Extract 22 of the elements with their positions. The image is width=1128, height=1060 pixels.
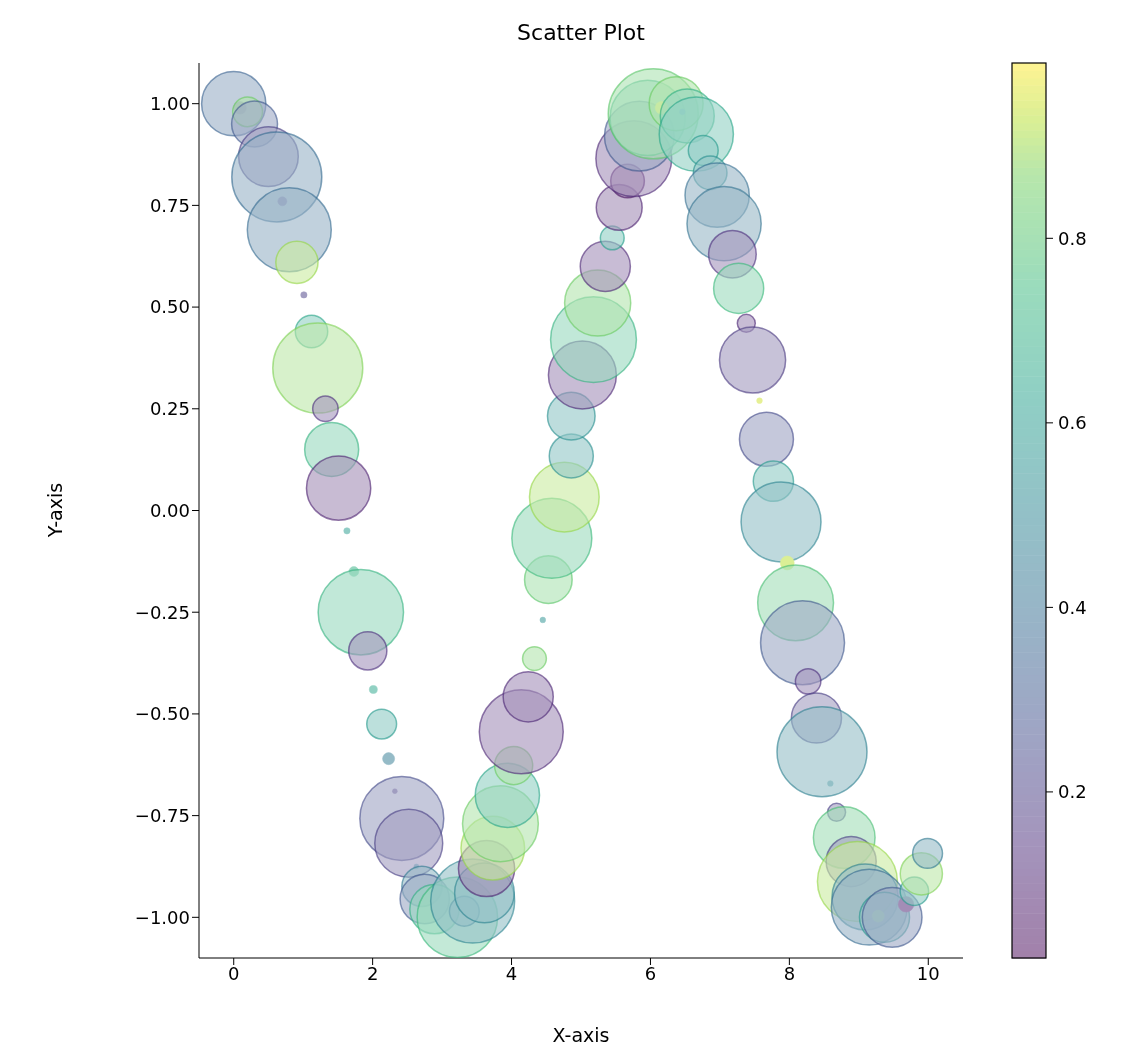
y-tick-label: 0.50: [149, 296, 190, 318]
x-tick-label: 2: [366, 962, 379, 984]
y-tick-label: −0.50: [134, 703, 190, 725]
y-tick-label: 0.25: [149, 398, 190, 420]
y-tick-label: −0.75: [134, 805, 190, 826]
color-bar-label: 0.6: [1058, 412, 1087, 434]
y-tick-label: −0.25: [134, 601, 190, 623]
x-tick-label: 8: [783, 962, 796, 984]
y-axis-title: Y-axis: [44, 481, 66, 539]
x-axis-title: X-axis: [551, 1024, 611, 1046]
y-tick-label: 0.00: [149, 499, 190, 521]
x-tick-label: 4: [505, 962, 518, 984]
chart-title: Scatter Plot: [516, 20, 646, 45]
x-tick-label: 0: [228, 962, 240, 984]
x-tick-label: 10: [916, 962, 940, 984]
y-tick-label: −1.00: [134, 906, 190, 928]
y-tick-label: 1.00: [149, 93, 190, 115]
color-bar-label: 0.4: [1058, 596, 1087, 618]
color-bar-label: 0.8: [1058, 227, 1087, 249]
color-bar-label: 0.2: [1058, 781, 1087, 803]
y-tick-label: 0.75: [149, 194, 190, 216]
x-tick-label: 6: [644, 962, 657, 984]
